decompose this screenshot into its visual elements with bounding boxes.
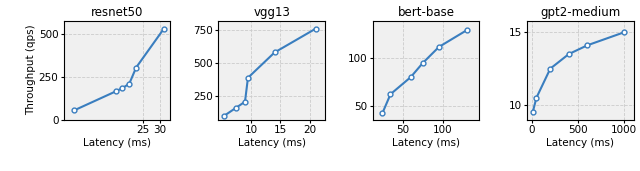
X-axis label: Latency (ms): Latency (ms) bbox=[547, 138, 614, 148]
X-axis label: Latency (ms): Latency (ms) bbox=[237, 138, 306, 148]
Title: bert-base: bert-base bbox=[397, 6, 454, 19]
X-axis label: Latency (ms): Latency (ms) bbox=[83, 138, 151, 148]
Y-axis label: Throughput (qps): Throughput (qps) bbox=[26, 25, 36, 115]
Title: vgg13: vgg13 bbox=[253, 6, 290, 19]
Title: resnet50: resnet50 bbox=[91, 6, 143, 19]
Title: gpt2-medium: gpt2-medium bbox=[540, 6, 621, 19]
X-axis label: Latency (ms): Latency (ms) bbox=[392, 138, 460, 148]
